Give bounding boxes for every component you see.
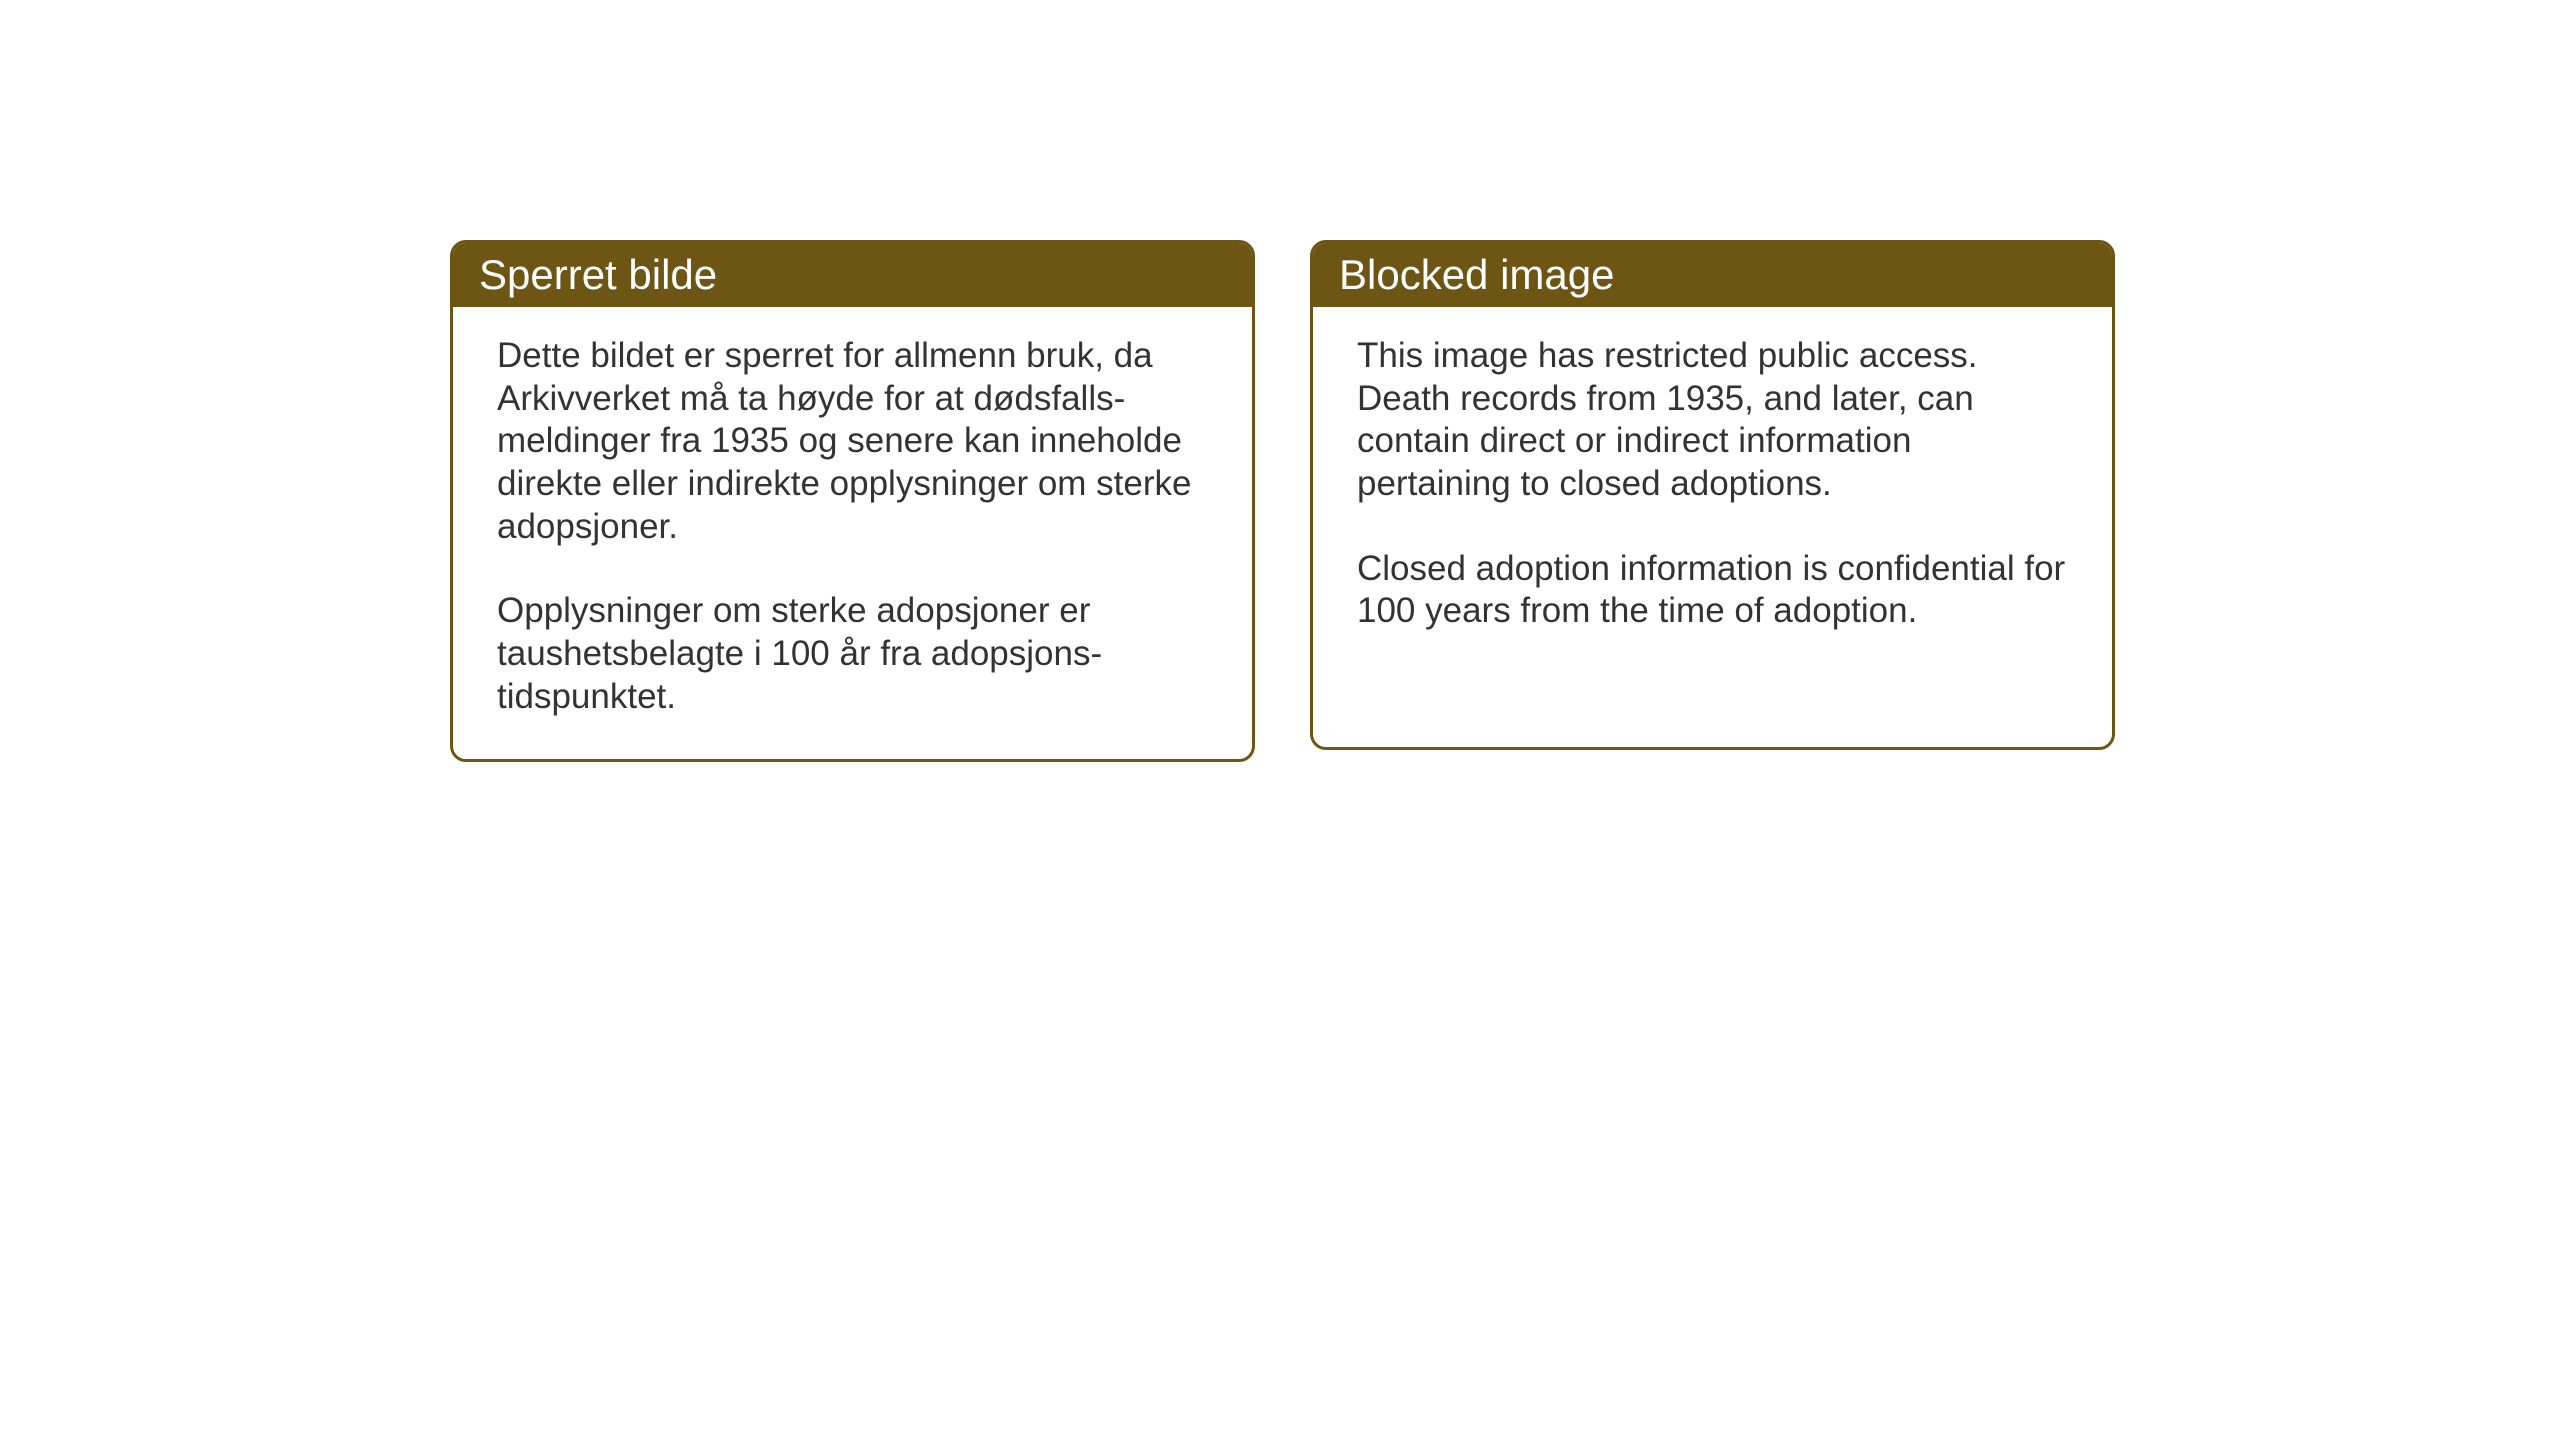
card-header-english: Blocked image	[1313, 243, 2112, 307]
card-title-english: Blocked image	[1339, 251, 1614, 298]
card-body-english: This image has restricted public access.…	[1313, 307, 2112, 673]
card-header-norwegian: Sperret bilde	[453, 243, 1252, 307]
paragraph-english-2: Closed adoption information is confident…	[1357, 548, 2068, 633]
paragraph-norwegian-2: Opplysninger om sterke adopsjoner er tau…	[497, 590, 1208, 718]
paragraph-english-1: This image has restricted public access.…	[1357, 335, 2068, 506]
card-body-norwegian: Dette bildet er sperret for allmenn bruk…	[453, 307, 1252, 759]
notice-card-norwegian: Sperret bilde Dette bildet er sperret fo…	[450, 240, 1255, 762]
paragraph-norwegian-1: Dette bildet er sperret for allmenn bruk…	[497, 335, 1208, 548]
card-title-norwegian: Sperret bilde	[479, 251, 717, 298]
notice-card-english: Blocked image This image has restricted …	[1310, 240, 2115, 750]
notice-container: Sperret bilde Dette bildet er sperret fo…	[450, 240, 2115, 762]
